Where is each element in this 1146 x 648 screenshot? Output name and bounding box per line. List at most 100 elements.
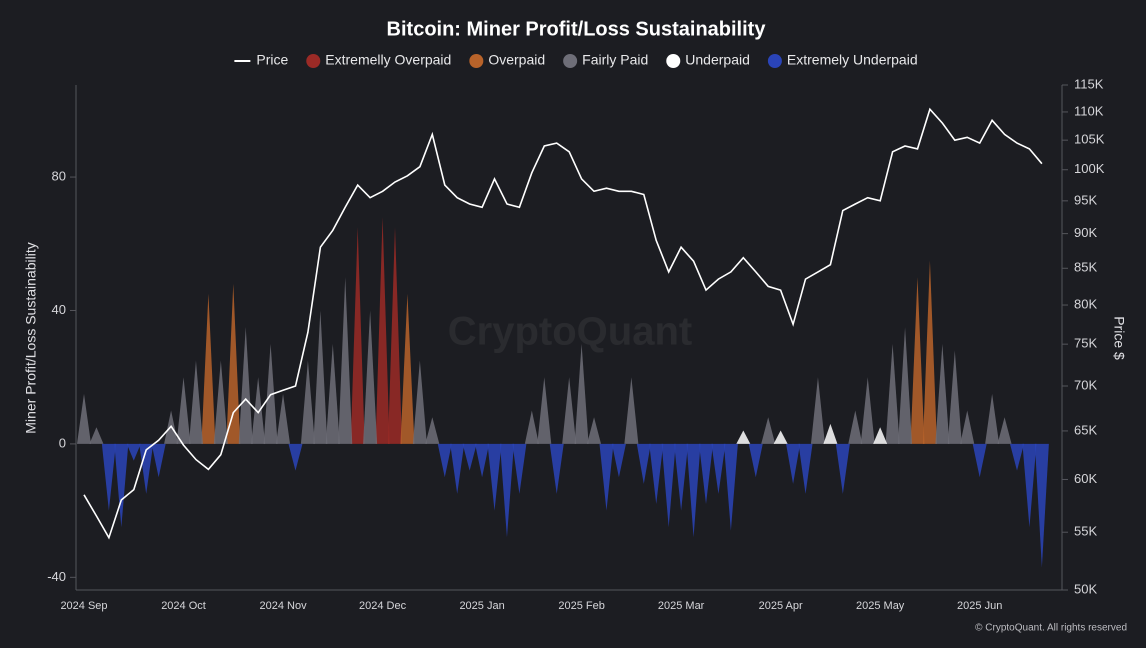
y2-tick-label: 90K xyxy=(1074,225,1097,240)
sustainability-spike xyxy=(251,377,266,444)
sustainability-spike xyxy=(325,343,340,444)
sustainability-spike xyxy=(114,443,129,528)
sustainability-spike xyxy=(1010,443,1024,471)
y2-tick-label: 50K xyxy=(1074,581,1097,596)
y2-tick-label: 60K xyxy=(1074,471,1097,486)
sustainability-spike xyxy=(176,377,191,444)
sustainability-spike xyxy=(972,443,987,478)
sustainability-spike xyxy=(611,443,626,478)
legend-item: Underpaid xyxy=(666,52,750,68)
watermark: CryptoQuant xyxy=(448,310,692,354)
copyright: © CryptoQuant. All rights reserved xyxy=(975,623,1127,634)
sustainability-spike xyxy=(587,417,602,444)
y2-tick-label: 65K xyxy=(1074,422,1097,437)
sustainability-spike xyxy=(686,443,701,538)
x-tick-label: 2025 May xyxy=(856,600,905,612)
sustainability-spike xyxy=(574,343,589,444)
sustainability-spike xyxy=(711,443,726,494)
sustainability-spike xyxy=(338,277,353,444)
sustainability-spike xyxy=(810,377,825,444)
legend-item: Overpaid xyxy=(469,52,545,68)
sustainability-spike xyxy=(288,443,303,471)
y2-tick-label: 115K xyxy=(1074,76,1104,91)
sustainability-spike xyxy=(599,443,614,511)
sustainability-spike xyxy=(860,377,875,444)
sustainability-spike xyxy=(1034,443,1049,568)
sustainability-spike xyxy=(89,427,104,444)
sustainability-spike xyxy=(450,443,465,494)
sustainability-spike xyxy=(126,443,141,461)
legend-label: Price xyxy=(256,52,288,68)
legend-swatch xyxy=(767,54,782,68)
sustainability-spike xyxy=(835,443,850,494)
y-tick-label: 40 xyxy=(52,302,66,317)
y2-tick-label: 110K xyxy=(1074,103,1104,118)
sustainability-spike xyxy=(388,227,402,444)
legend-item: Price xyxy=(234,52,288,68)
sustainability-spike xyxy=(213,360,228,444)
y2-tick-label: 75K xyxy=(1074,336,1097,351)
y-tick-label: 0 xyxy=(59,435,66,450)
sustainability-spike xyxy=(425,417,440,444)
x-tick-label: 2024 Nov xyxy=(259,600,307,612)
sustainability-spike xyxy=(748,443,763,478)
legend-item: Extremely Underpaid xyxy=(767,52,918,68)
legend-label: Overpaid xyxy=(488,52,545,68)
y2-tick-label: 85K xyxy=(1074,260,1097,275)
sustainability-spike xyxy=(350,227,365,444)
sustainability-spike xyxy=(761,417,776,444)
x-tick-label: 2025 Apr xyxy=(759,600,803,612)
sustainability-spike xyxy=(537,377,552,444)
y2-tick-label: 80K xyxy=(1074,296,1097,311)
sustainability-spike xyxy=(947,350,962,444)
sustainability-spike xyxy=(412,360,427,444)
legend-item: Extremelly Overpaid xyxy=(306,52,451,68)
sustainability-spike xyxy=(699,443,713,504)
sustainability-spike xyxy=(649,443,664,504)
legend-label: Extremely Underpaid xyxy=(787,52,918,68)
sustainability-spike xyxy=(823,423,838,444)
sustainability-spike xyxy=(636,443,651,484)
sustainability-spike xyxy=(139,443,154,494)
legend-swatch xyxy=(469,54,484,68)
legend-swatch xyxy=(306,54,321,68)
sustainability-spike xyxy=(549,443,564,494)
y2-tick-label: 55K xyxy=(1074,524,1097,539)
sustainability-spike xyxy=(201,293,216,444)
sustainability-spike xyxy=(226,283,241,444)
sustainability-spike xyxy=(400,293,415,444)
sustainability-spike xyxy=(848,410,863,444)
sustainability-spike xyxy=(898,327,913,444)
sustainability-spike xyxy=(462,443,477,471)
sustainability-spike xyxy=(475,443,490,478)
legend-swatch xyxy=(666,54,681,68)
y2-tick-label: 100K xyxy=(1074,161,1105,176)
sustainability-spike xyxy=(773,430,788,444)
sustainability-spike xyxy=(300,360,315,444)
x-tick-label: 2024 Dec xyxy=(359,600,407,612)
sustainability-spike xyxy=(151,443,166,478)
sustainability-spike xyxy=(512,443,527,494)
sustainability-spike xyxy=(375,217,390,444)
sustainability-spike xyxy=(437,443,452,478)
sustainability-spike xyxy=(997,417,1012,444)
sustainability-spike xyxy=(276,393,291,444)
y2-tick-label: 70K xyxy=(1074,377,1097,392)
sustainability-spike xyxy=(786,443,801,484)
sustainability-spike xyxy=(674,443,689,511)
legend-label: Fairly Paid xyxy=(582,52,648,68)
y2-tick-label: 105K xyxy=(1074,132,1105,147)
price-line xyxy=(83,107,1043,540)
legend-swatch xyxy=(563,54,578,68)
y2-tick-label: 95K xyxy=(1074,192,1097,207)
sustainability-spike xyxy=(661,443,676,528)
y-tick-label: -40 xyxy=(47,569,66,584)
sustainability-spike xyxy=(363,310,378,444)
sustainability-spike xyxy=(77,393,91,444)
x-tick-label: 2025 Jan xyxy=(459,600,504,612)
x-tick-label: 2025 Feb xyxy=(558,600,604,612)
sustainability-spike xyxy=(960,410,975,444)
sustainability-spike xyxy=(524,410,539,444)
